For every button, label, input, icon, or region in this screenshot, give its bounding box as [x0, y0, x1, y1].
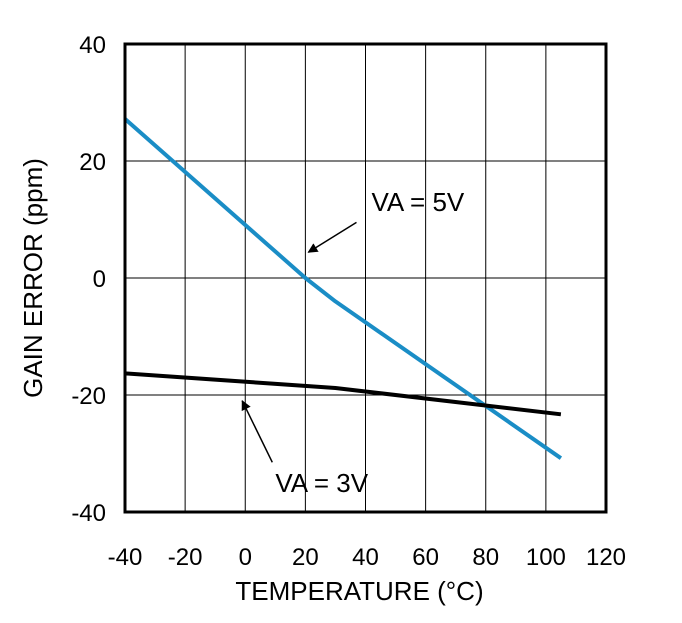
x-tick-label: 120 — [586, 544, 626, 571]
x-tick-labels: -40 -20 0 20 40 60 80 100 120 — [108, 544, 626, 571]
series-line-va-3v — [124, 371, 562, 417]
y-tick-label: -40 — [71, 500, 106, 527]
annotation-label-va-3v: VA = 3V — [275, 468, 368, 498]
y-tick-label: 0 — [93, 266, 106, 293]
x-tick-label: 0 — [239, 544, 252, 571]
annotation-arrow-va-3v — [241, 399, 273, 463]
y-tick-label: -20 — [71, 383, 106, 410]
x-axis-label: TEMPERATURE (°C) — [235, 576, 483, 606]
y-tick-label: 20 — [79, 149, 106, 176]
plot-frame — [123, 42, 608, 514]
x-tick-label: 80 — [472, 544, 499, 571]
x-tick-label: 60 — [412, 544, 439, 571]
x-tick-label: -40 — [108, 544, 143, 571]
y-tick-labels: -40 -20 0 20 40 — [71, 32, 106, 527]
series-line-va-5v — [123, 117, 563, 460]
y-axis-label: GAIN ERROR (ppm) — [18, 158, 48, 398]
x-tick-label: 20 — [292, 544, 319, 571]
annotations: VA = 5V VA = 3V — [241, 187, 465, 498]
x-tick-label: -20 — [168, 544, 203, 571]
series-lines — [123, 117, 563, 460]
grid-lines — [125, 44, 606, 512]
annotation-label-va-5v: VA = 5V — [372, 187, 465, 217]
x-tick-label: 100 — [526, 544, 566, 571]
annotation-arrow-va-5v — [307, 221, 357, 253]
x-tick-label: 40 — [352, 544, 379, 571]
y-tick-label: 40 — [79, 32, 106, 59]
